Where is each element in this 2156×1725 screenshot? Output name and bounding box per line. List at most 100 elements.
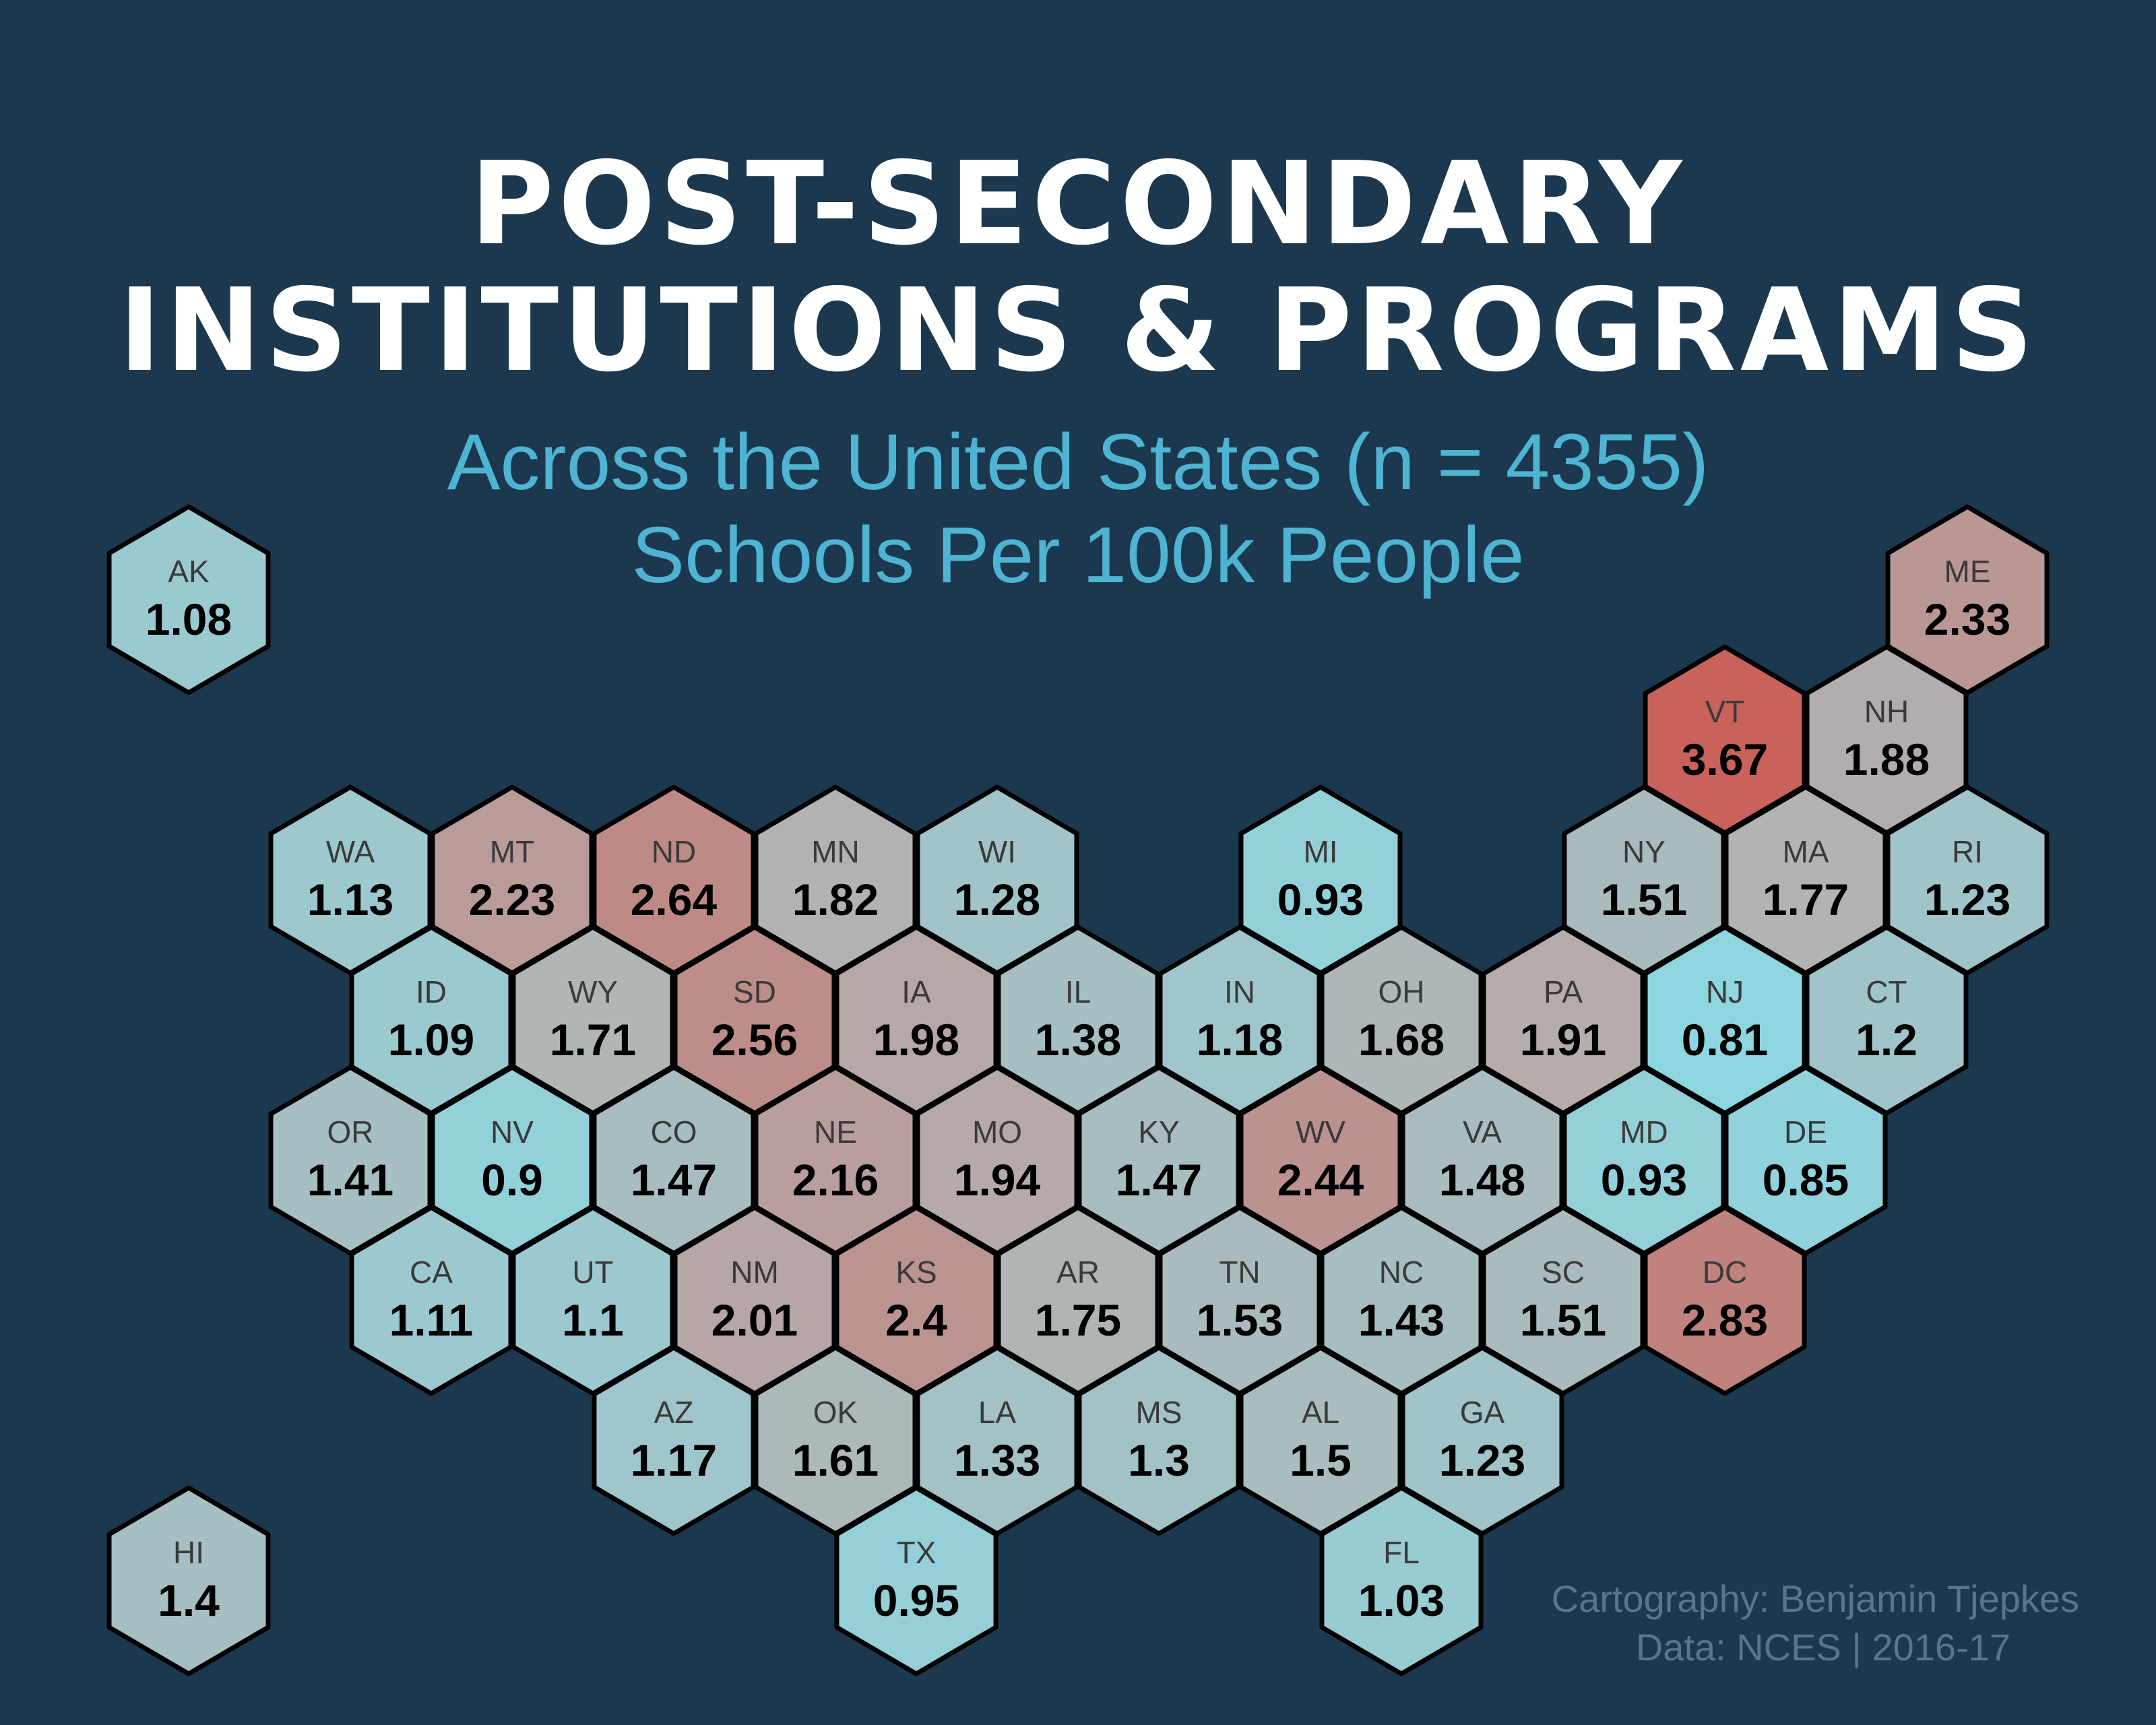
- title-line-2: INSTITUTIONS & PROGRAMS: [119, 264, 2037, 398]
- state-hex-il: IL 1.38: [996, 924, 1160, 1116]
- state-abbr-label: OR: [327, 1115, 374, 1150]
- state-abbr-label: ME: [1944, 554, 1991, 589]
- state-value-label: 2.01: [711, 1295, 798, 1345]
- state-abbr-label: NM: [730, 1255, 779, 1290]
- state-abbr-label: VA: [1463, 1115, 1502, 1150]
- state-abbr-label: DC: [1703, 1255, 1747, 1290]
- state-abbr-label: WA: [326, 834, 375, 869]
- state-hex-id: ID 1.09: [349, 924, 513, 1116]
- state-abbr-label: AL: [1302, 1395, 1339, 1430]
- state-hex-shape: [1077, 1345, 1241, 1536]
- state-value-label: 1.94: [954, 1155, 1041, 1205]
- state-value-label: 2.56: [711, 1015, 798, 1065]
- state-value-label: 2.4: [885, 1295, 947, 1345]
- state-abbr-label: MO: [972, 1115, 1022, 1150]
- credit-data-source: Data: NCES | 2016-17: [1635, 1626, 2010, 1668]
- state-abbr-label: AK: [168, 554, 210, 589]
- state-hex-shape: [349, 1205, 513, 1396]
- state-hex-vt: VT 3.67: [1643, 644, 1807, 836]
- state-value-label: 0.93: [1601, 1155, 1687, 1205]
- state-abbr-label: PA: [1544, 974, 1583, 1009]
- state-value-label: 1.75: [1035, 1295, 1121, 1345]
- state-hex-shape: [106, 504, 271, 695]
- state-value-label: 0.93: [1277, 875, 1364, 924]
- state-hex-shape: [106, 1485, 271, 1676]
- state-hex-dc: DC 2.83: [1643, 1205, 1807, 1396]
- state-value-label: 1.33: [954, 1435, 1040, 1485]
- state-hex-wv: WV 2.44: [1238, 1065, 1403, 1256]
- state-hex-shape: [592, 1345, 756, 1536]
- state-abbr-label: NJ: [1706, 974, 1744, 1009]
- state-abbr-label: NC: [1379, 1255, 1424, 1290]
- state-abbr-label: MN: [811, 834, 860, 869]
- state-abbr-label: UT: [572, 1255, 613, 1290]
- state-value-label: 2.83: [1682, 1295, 1768, 1345]
- state-hex-ar: AR 1.75: [996, 1205, 1160, 1396]
- state-value-label: 1.3: [1128, 1435, 1190, 1485]
- state-value-label: 1.77: [1763, 875, 1849, 924]
- state-value-label: 1.47: [1116, 1155, 1202, 1205]
- state-value-label: 1.38: [1035, 1015, 1121, 1065]
- state-value-label: 1.09: [388, 1015, 474, 1065]
- state-abbr-label: FL: [1383, 1535, 1420, 1570]
- state-hex-sd: SD 2.56: [672, 924, 837, 1116]
- state-hex-ia: IA 1.98: [834, 924, 998, 1116]
- state-abbr-label: LA: [978, 1395, 1017, 1430]
- state-value-label: 1.48: [1439, 1155, 1525, 1205]
- state-value-label: 1.08: [146, 594, 232, 644]
- state-abbr-label: IN: [1224, 974, 1255, 1009]
- state-value-label: 0.95: [873, 1575, 959, 1625]
- state-hex-ca: CA 1.11: [349, 1205, 513, 1396]
- state-abbr-label: NE: [814, 1115, 857, 1150]
- state-hex-ut: UT 1.1: [511, 1205, 675, 1396]
- state-abbr-label: NH: [1864, 694, 1909, 729]
- state-hex-hi: HI 1.4: [106, 1485, 271, 1676]
- state-hex-ks: KS 2.4: [834, 1205, 998, 1396]
- state-abbr-label: TN: [1219, 1255, 1260, 1290]
- state-hex-me: ME 2.33: [1885, 504, 2050, 695]
- state-value-label: 1.23: [1924, 875, 2010, 924]
- state-abbr-label: VT: [1705, 694, 1745, 729]
- state-abbr-label: SC: [1542, 1255, 1585, 1290]
- state-hex-nv: NV 0.9: [430, 1065, 594, 1256]
- state-hex-co: CO 1.47: [592, 1065, 756, 1256]
- state-abbr-label: WV: [1296, 1115, 1345, 1150]
- state-hex-pa: PA 1.91: [1481, 924, 1645, 1116]
- state-abbr-label: MA: [1783, 834, 1829, 869]
- state-value-label: 1.51: [1520, 1295, 1606, 1345]
- state-abbr-label: ID: [416, 974, 447, 1009]
- state-abbr-label: MS: [1136, 1395, 1182, 1430]
- state-hex-ne: NE 2.16: [753, 1065, 918, 1256]
- state-abbr-label: IL: [1065, 974, 1091, 1009]
- state-abbr-label: MT: [490, 834, 534, 869]
- state-value-label: 2.64: [631, 875, 718, 924]
- state-hex-ms: MS 1.3: [1077, 1345, 1241, 1536]
- subtitle-line-1: Across the United States (n = 4355): [447, 418, 1709, 507]
- state-value-label: 1.47: [631, 1155, 717, 1205]
- state-value-label: 2.23: [469, 875, 555, 924]
- state-abbr-label: KS: [895, 1255, 937, 1290]
- state-value-label: 1.61: [792, 1435, 879, 1485]
- state-hex-ga: GA 1.23: [1400, 1345, 1564, 1536]
- state-abbr-label: MD: [1620, 1115, 1668, 1150]
- state-value-label: 1.18: [1197, 1015, 1283, 1065]
- state-hex-al: AL 1.5: [1238, 1345, 1403, 1536]
- state-abbr-label: GA: [1460, 1395, 1505, 1430]
- state-hex-ak: AK 1.08: [106, 504, 271, 695]
- state-hex-or: OR 1.41: [268, 1065, 433, 1256]
- state-value-label: 1.41: [307, 1155, 393, 1205]
- state-value-label: 1.28: [954, 875, 1040, 924]
- state-abbr-label: WI: [978, 834, 1016, 869]
- state-hex-ma: MA 1.77: [1723, 784, 1888, 976]
- state-value-label: 0.85: [1763, 1155, 1849, 1205]
- state-value-label: 1.4: [158, 1575, 220, 1625]
- state-abbr-label: TX: [897, 1535, 937, 1570]
- title-line-1: POST-SECONDARY: [470, 137, 1686, 271]
- state-abbr-label: CA: [410, 1255, 453, 1290]
- state-hex-de: DE 0.85: [1723, 1065, 1888, 1256]
- state-value-label: 3.67: [1682, 734, 1768, 784]
- state-hex-va: VA 1.48: [1400, 1065, 1564, 1256]
- state-abbr-label: IA: [901, 974, 931, 1009]
- state-hex-fl: FL 1.03: [1319, 1485, 1484, 1676]
